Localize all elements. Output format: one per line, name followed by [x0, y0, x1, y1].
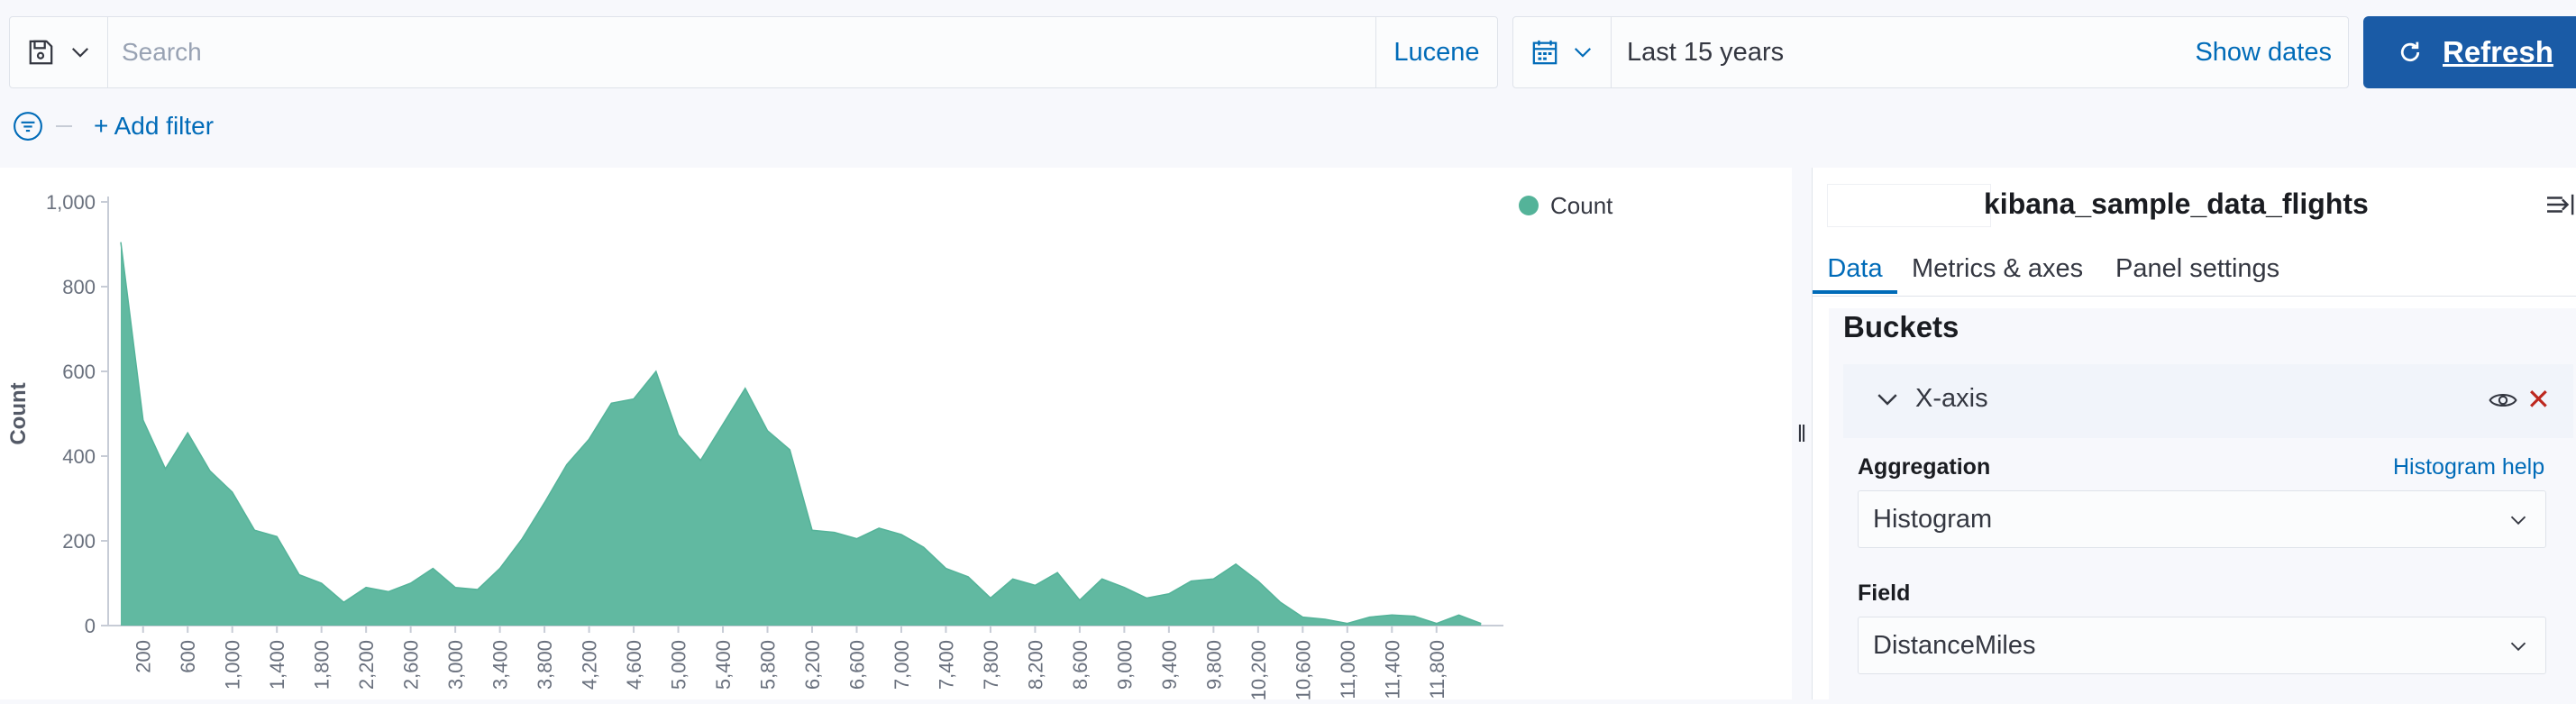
chevron-down-icon: [70, 42, 90, 62]
refresh-label: Refresh: [2443, 35, 2553, 69]
resize-handle[interactable]: ‖: [1792, 168, 1812, 699]
refresh-icon: [2398, 40, 2423, 65]
x-axis-bucket-header[interactable]: X-axis ✕: [1843, 364, 2573, 438]
calendar-icon: [1531, 39, 1558, 66]
refresh-button[interactable]: Refresh: [2363, 16, 2576, 88]
x-tick-label: 11,000: [1337, 640, 1359, 699]
y-tick-label: 600: [62, 361, 96, 383]
date-picker: Last 15 years Show dates: [1512, 16, 2349, 88]
x-tick-label: 11,800: [1426, 640, 1448, 699]
tab-metrics-axes[interactable]: Metrics & axes: [1912, 251, 2083, 294]
add-filter-button[interactable]: + Add filter: [94, 112, 214, 141]
x-tick-label: 3,400: [489, 640, 512, 690]
filter-icon[interactable]: [13, 111, 43, 142]
editor-sidebar: kibana_sample_data_flights Data Metrics …: [1812, 168, 2576, 699]
x-tick-label: 7,800: [980, 640, 1002, 690]
area-chart: 0 200 400 600 800 1,000 200 600 1,000 1,400 1,800 2…: [0, 168, 1792, 699]
tab-panel-settings[interactable]: Panel settings: [2115, 251, 2279, 294]
histogram-help-link[interactable]: Histogram help: [2393, 454, 2544, 480]
saved-query-button[interactable]: [10, 17, 108, 87]
x-tick-label: 8,200: [1024, 640, 1046, 690]
index-pattern-icon-area: [1827, 184, 1991, 227]
x-tick-label: 7,000: [891, 640, 913, 690]
x-tick-label: 9,400: [1158, 640, 1181, 690]
x-tick-label: 8,600: [1069, 640, 1092, 690]
filter-bar: + Add filter: [13, 108, 214, 144]
aggregation-label: Aggregation: [1858, 454, 1990, 480]
x-tick-label: 1,000: [222, 640, 244, 690]
remove-bucket-icon[interactable]: ✕: [2526, 382, 2551, 416]
y-axis-title: Count: [6, 382, 31, 444]
x-tick-label: 2,600: [400, 640, 423, 690]
chart-area: 0 200 400 600 800 1,000 200 600 1,000 1,400 1,800 2…: [0, 168, 1792, 699]
x-tick-label: 10,200: [1247, 640, 1270, 699]
x-tick-label: 2,200: [355, 640, 378, 690]
y-tick-label: 400: [62, 445, 96, 468]
save-icon: [27, 39, 54, 66]
date-range-label[interactable]: Last 15 years: [1627, 17, 1784, 87]
y-tick-label: 1,000: [46, 191, 96, 214]
chevron-down-icon: [2507, 511, 2529, 529]
tab-data[interactable]: Data: [1813, 251, 1897, 294]
x-tick-label: 5,800: [757, 640, 780, 690]
x-tick-label: 10,600: [1292, 640, 1314, 699]
quick-select-button[interactable]: [1513, 17, 1612, 87]
filter-separator: [56, 125, 72, 127]
x-tick-label: 4,200: [579, 640, 601, 690]
editor-tabs: Data Metrics & axes Panel settings: [1813, 251, 2576, 297]
show-dates-link[interactable]: Show dates: [2195, 17, 2332, 87]
x-tick-label: 11,400: [1381, 640, 1403, 699]
query-bar: Search Lucene: [9, 16, 1498, 88]
x-tick-label: 200: [132, 640, 155, 673]
field-select[interactable]: DistanceMiles: [1858, 617, 2546, 674]
y-tick-label: 200: [62, 530, 96, 553]
chevron-down-icon: [2507, 637, 2529, 655]
legend-label-count: Count: [1550, 192, 1613, 219]
chevron-down-icon[interactable]: [1876, 388, 1899, 411]
y-tick-label: 800: [62, 276, 96, 298]
query-language-button[interactable]: Lucene: [1375, 17, 1497, 87]
search-input[interactable]: Search: [122, 17, 202, 87]
x-tick-label: 5,400: [712, 640, 735, 690]
field-select-value: DistanceMiles: [1873, 631, 2036, 661]
x-tick-label: 3,000: [444, 640, 467, 690]
x-tick-label: 3,800: [534, 640, 556, 690]
series-area-count: [121, 242, 1481, 626]
x-tick-label: 5,000: [668, 640, 690, 690]
x-tick-label: 6,600: [845, 640, 868, 690]
x-axis-label: X-axis: [1915, 384, 1988, 414]
x-tick-label: 6,200: [801, 640, 824, 690]
x-tick-label: 600: [177, 640, 199, 673]
x-tick-label: 9,000: [1113, 640, 1136, 690]
x-tick-label: 1,800: [311, 640, 333, 690]
chevron-down-icon: [1573, 42, 1593, 62]
x-tick-label: 7,400: [935, 640, 957, 690]
aggregation-select-value: Histogram: [1873, 505, 1992, 535]
collapse-sidebar-icon[interactable]: [2545, 191, 2576, 225]
legend-swatch-count: [1519, 196, 1539, 215]
y-tick-label: 0: [85, 615, 96, 637]
aggregation-select[interactable]: Histogram: [1858, 490, 2546, 548]
index-pattern-title: kibana_sample_data_flights: [1984, 187, 2369, 221]
buckets-heading: Buckets: [1843, 310, 1959, 344]
field-label: Field: [1858, 581, 1910, 607]
x-tick-label: 1,400: [266, 640, 288, 690]
x-tick-label: 4,600: [623, 640, 645, 690]
x-tick-label: 9,800: [1202, 640, 1225, 690]
eye-icon[interactable]: [2489, 388, 2517, 413]
